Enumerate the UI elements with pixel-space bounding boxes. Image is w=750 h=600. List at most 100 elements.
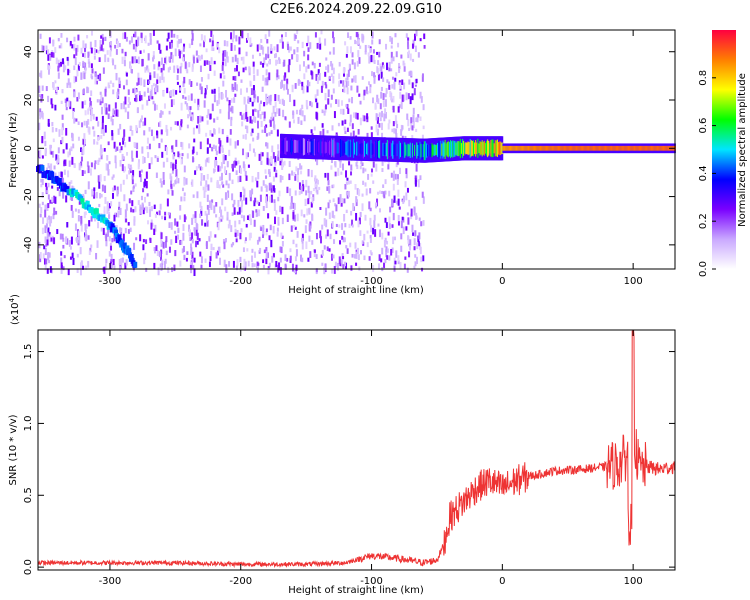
carrier-core-cell xyxy=(457,141,460,157)
spectrogram-noise-cell xyxy=(102,67,105,74)
spectrogram-noise-cell xyxy=(120,258,123,266)
spectrogram-noise-cell xyxy=(321,224,324,230)
carrier-core-cell xyxy=(409,142,412,158)
spectrogram-noise-cell xyxy=(246,116,249,122)
spectrogram-noise-cell xyxy=(294,173,297,181)
spectrogram-noise-cell xyxy=(410,208,413,217)
carrier-core-cell xyxy=(491,139,494,158)
spectrogram-noise-cell xyxy=(226,136,229,143)
carrier-core-cell xyxy=(575,145,578,151)
spectrogram-noise-cell xyxy=(324,172,327,178)
spectrogram-noise-cell xyxy=(96,240,99,248)
carrier-core-cell xyxy=(625,145,628,151)
spectrogram-noise-cell xyxy=(166,87,169,94)
spectrogram-noise-cell xyxy=(53,237,56,245)
spectrogram-noise-cell xyxy=(131,130,134,136)
spectrogram-noise-cell xyxy=(217,86,220,93)
carrier-core-cell xyxy=(450,140,453,159)
spectrogram-noise-cell xyxy=(394,173,397,180)
spectrogram-noise-cell xyxy=(167,32,170,39)
spectrogram-noise-cell xyxy=(179,260,182,267)
spectrogram-noise-cell xyxy=(397,215,400,221)
spectrogram-noise-cell xyxy=(239,191,242,198)
spectrogram-noise-cell xyxy=(58,171,61,177)
spectrogram-noise-cell xyxy=(306,85,309,93)
carrier-core-cell xyxy=(376,139,379,159)
trace-cell xyxy=(101,214,106,221)
carrier-core-cell xyxy=(520,145,523,151)
trace-cell xyxy=(92,212,97,219)
spectrogram-noise-cell xyxy=(252,66,255,74)
spectrogram-noise-cell xyxy=(82,146,85,155)
spectrogram-noise-cell xyxy=(380,86,383,92)
spectrogram-noise-cell xyxy=(388,81,391,85)
spectrogram-noise-cell xyxy=(295,243,298,248)
spectrogram-noise-cell xyxy=(356,85,359,93)
carrier-core-cell xyxy=(493,143,496,154)
spectrogram-noise-cell xyxy=(275,53,278,58)
spectrogram-noise-cell xyxy=(51,103,54,109)
spectrogram-noise-cell xyxy=(108,203,111,209)
spectrogram-noise-cell xyxy=(262,231,265,236)
trace-cell xyxy=(120,239,125,246)
spectrogram-noise-cell xyxy=(87,235,90,240)
spectrogram-noise-cell xyxy=(301,257,304,263)
spectrogram-noise-cell xyxy=(351,78,354,83)
spectrogram-noise-cell xyxy=(150,129,153,137)
spectrogram-noise-cell xyxy=(138,170,141,178)
spectrogram-noise-cell xyxy=(406,267,409,273)
carrier-core-cell xyxy=(519,145,522,151)
carrier-core-cell xyxy=(310,139,313,155)
spectrogram-noise-cell xyxy=(178,50,181,59)
spectrogram-noise-cell xyxy=(397,221,400,226)
snr-x-ticks: -300 -200 -100 0 100 xyxy=(99,330,643,587)
spectrogram-noise-cell xyxy=(177,178,180,184)
spectrogram-noise-cell xyxy=(144,206,147,211)
carrier-core-cell xyxy=(618,145,621,151)
spectrogram-noise-cell xyxy=(303,50,306,57)
spectrogram-noise-cell xyxy=(202,40,205,48)
spectrogram-noise-cell xyxy=(123,167,126,173)
carrier-core-cell xyxy=(349,139,352,158)
carrier-core-cell xyxy=(440,140,443,159)
spectrogram-noise-cell xyxy=(279,257,282,263)
spectrogram-noise-cell xyxy=(57,72,60,79)
carrier-core-cell xyxy=(657,145,660,151)
spectrogram-noise-cell xyxy=(309,251,312,258)
carrier-core-cell xyxy=(448,141,451,157)
spectrogram-noise-cell xyxy=(284,32,287,38)
spectrogram-noise-cell xyxy=(233,160,236,168)
spectrogram-noise-cell xyxy=(46,268,49,274)
spectrogram-noise-cell xyxy=(318,37,321,44)
spectrogram-noise-cell xyxy=(176,40,179,48)
spectrogram-noise-cell xyxy=(320,30,323,35)
spectrogram-noise-cell xyxy=(61,127,64,136)
carrier-core-cell xyxy=(604,145,607,151)
spectrogram-noise-cell xyxy=(112,89,115,95)
spectrogram-noise-cell xyxy=(145,267,148,272)
spectrogram-noise-cell xyxy=(45,45,48,50)
spectrogram-noise-cell xyxy=(396,174,399,181)
spectrogram-noise-cell xyxy=(146,137,149,144)
spectrogram-noise-cell xyxy=(423,33,426,40)
spectrogram-noise-cell xyxy=(141,58,144,67)
spectrogram-noise-cell xyxy=(172,89,175,97)
spectrogram-noise-cell xyxy=(160,252,163,261)
carrier-core-cell xyxy=(507,145,510,151)
spectrogram-noise-cell xyxy=(277,75,280,80)
spectrogram-noise-cell xyxy=(175,235,178,244)
spectrogram-noise-cell xyxy=(69,82,72,88)
spectrogram-noise-cell xyxy=(151,96,154,100)
spectrogram-noise-cell xyxy=(252,115,255,123)
spectrogram-noise-cell xyxy=(183,214,186,223)
spectrogram-noise-cell xyxy=(179,125,182,131)
carrier-core-cell xyxy=(545,145,548,151)
spectrogram-noise-cell xyxy=(191,63,194,70)
spectrogram-noise-cell xyxy=(84,235,87,241)
spectrogram-noise-cell xyxy=(418,217,421,221)
spectrogram-noise-cell xyxy=(195,50,198,56)
spectrogram-noise-cell xyxy=(76,236,79,243)
spectrogram-noise-cell xyxy=(71,210,74,218)
spectrogram-noise-cell xyxy=(130,36,133,43)
carrier-core-cell xyxy=(294,139,297,153)
